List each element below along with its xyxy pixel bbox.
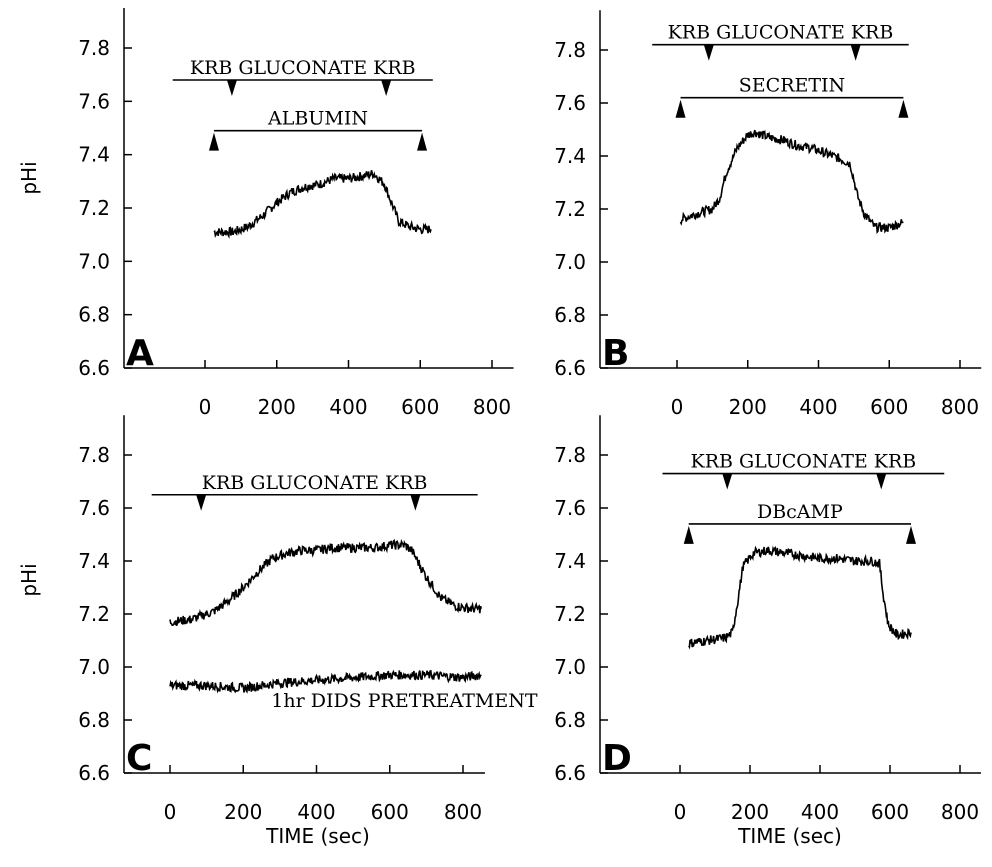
- x-tick-label: 200: [224, 800, 262, 824]
- annotation-label: KRB GLUCONATE KRB: [202, 472, 428, 494]
- x-tick-label: 0: [199, 395, 212, 419]
- y-tick-label: 6.8: [78, 708, 110, 732]
- annotation-label: KRB GLUCONATE KRB: [190, 57, 416, 79]
- x-tick-label: 800: [444, 800, 482, 824]
- x-tick-label: 200: [729, 395, 767, 419]
- x-tick-label: 600: [871, 800, 909, 824]
- x-tick-label: 400: [297, 800, 335, 824]
- annotation-marker: [703, 44, 714, 61]
- y-axis-label: pHi: [17, 563, 41, 596]
- annotation-label: DBcAMP: [757, 501, 843, 523]
- x-tick-label: 400: [801, 800, 839, 824]
- series-line-1: [679, 129, 904, 235]
- x-tick-label: 200: [731, 800, 769, 824]
- y-tick-label: 6.8: [554, 708, 586, 732]
- series-line-1: [688, 545, 912, 650]
- y-tick-label: 7.8: [554, 443, 586, 467]
- y-tick-label: 7.4: [554, 549, 586, 573]
- y-tick-label: 7.2: [554, 197, 586, 221]
- y-tick-label: 7.2: [554, 602, 586, 626]
- annotation-marker: [675, 99, 686, 118]
- x-tick-label: 0: [671, 395, 684, 419]
- y-tick-label: 7.2: [78, 196, 110, 220]
- series-line-1: [169, 538, 483, 627]
- annotation-label: KRB GLUCONATE KRB: [668, 22, 894, 44]
- y-tick-label: 7.4: [78, 143, 110, 167]
- x-tick-label: 0: [674, 800, 687, 824]
- y-tick-label: 7.6: [78, 496, 110, 520]
- y-tick-label: 7.8: [554, 38, 586, 62]
- x-axis-label: TIME (sec): [265, 824, 370, 848]
- y-tick-label: 6.6: [78, 356, 110, 380]
- annotation-marker: [417, 132, 428, 151]
- y-tick-label: 6.8: [78, 303, 110, 327]
- annotation-label: 1hr DIDS PRETREATMENT: [271, 690, 538, 712]
- x-tick-label: 400: [329, 395, 367, 419]
- y-tick-label: 7.0: [554, 250, 586, 274]
- x-tick-label: 200: [258, 395, 296, 419]
- panel-letter: A: [126, 333, 154, 374]
- y-tick-label: 7.2: [78, 602, 110, 626]
- y-tick-label: 7.6: [78, 89, 110, 113]
- chart-panel-b: 7.8 7.6 7.4 7.2 7.0 6.8 6.6 0 200 400 600 800 KRB GL…: [554, 10, 982, 419]
- annotation-marker: [196, 494, 207, 511]
- y-tick-label: 6.6: [78, 761, 110, 785]
- annotation-marker: [722, 473, 733, 490]
- y-tick-label: 7.0: [78, 655, 110, 679]
- y-tick-label: 7.4: [554, 144, 586, 168]
- chart-panel-d: 7.8 7.6 7.4 7.2 7.0 6.8 6.6 0 200 400 600 800 TIME (…: [554, 415, 981, 848]
- annotation-label: ALBUMIN: [267, 108, 368, 130]
- panel-letter: B: [602, 333, 629, 374]
- annotation-marker: [906, 525, 916, 544]
- panel-letter: C: [126, 738, 152, 779]
- annotation-marker: [683, 525, 694, 544]
- y-axis-label: pHi: [17, 161, 41, 194]
- series-line-2: [169, 669, 482, 694]
- chart-panel-c: 7.8 7.6 7.4 7.2 7.0 6.8 6.6 0 200 400 600 800 pHi TIM…: [17, 415, 538, 848]
- panel-letter: D: [602, 738, 632, 779]
- x-tick-label: 600: [870, 395, 908, 419]
- annotation-label: KRB GLUCONATE KRB: [691, 451, 917, 473]
- annotation-marker: [226, 80, 237, 96]
- annotation-marker: [410, 494, 421, 511]
- y-tick-label: 7.0: [554, 655, 586, 679]
- x-axis-label: TIME (sec): [737, 824, 842, 848]
- annotation-label: SECRETIN: [739, 75, 845, 97]
- series-line-1: [213, 170, 432, 239]
- x-tick-label: 800: [941, 800, 979, 824]
- x-tick-label: 600: [401, 395, 439, 419]
- x-tick-label: 600: [371, 800, 409, 824]
- y-tick-label: 7.8: [78, 443, 110, 467]
- x-tick-label: 0: [164, 800, 177, 824]
- x-tick-label: 400: [799, 395, 837, 419]
- annotation-marker: [381, 80, 392, 96]
- y-tick-label: 7.4: [78, 549, 110, 573]
- y-tick-label: 7.0: [78, 249, 110, 273]
- annotation-marker: [208, 132, 219, 151]
- annotation-marker: [876, 473, 887, 490]
- y-tick-label: 7.6: [554, 91, 586, 115]
- annotation-marker: [850, 44, 861, 61]
- y-tick-label: 7.6: [554, 496, 586, 520]
- annotation-marker: [898, 99, 909, 118]
- chart-panel-a: 7.8 7.6 7.4 7.2 7.0 6.8 6.6 0 200 400 600 800 pHi KRB…: [17, 8, 514, 419]
- y-tick-label: 7.8: [78, 36, 110, 60]
- x-tick-label: 800: [473, 395, 511, 419]
- y-tick-label: 6.8: [554, 303, 586, 327]
- y-tick-label: 6.6: [554, 761, 586, 785]
- x-tick-label: 800: [941, 395, 979, 419]
- y-tick-label: 6.6: [554, 356, 586, 380]
